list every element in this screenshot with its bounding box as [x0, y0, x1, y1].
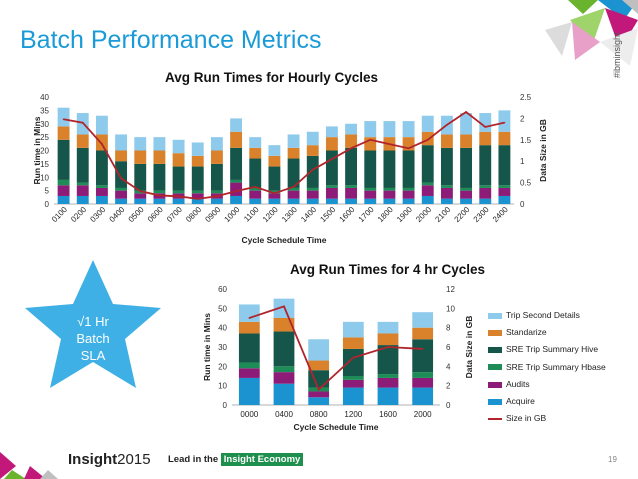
legend-item: Trip Second Details — [488, 310, 606, 327]
chart2-title: Avg Run Times for 4 hr Cycles — [290, 262, 486, 277]
legend-label: SRE Trip Summary Hbase — [506, 361, 606, 372]
legend-label: Standarize — [506, 327, 547, 338]
deco-triangle — [568, 0, 598, 14]
slide-title: Batch Performance Metrics — [20, 26, 322, 54]
legend-label: Trip Second Details — [506, 310, 580, 320]
chart1-title: Avg Run Times for Hourly Cycles — [165, 70, 379, 85]
legend-swatch — [488, 417, 502, 420]
star-icon — [25, 260, 161, 388]
legend-item: SRE Trip Summary Hive — [488, 344, 606, 361]
brand-name: Insight — [68, 451, 118, 468]
brand-year: 2015 — [117, 451, 151, 468]
legend-swatch — [488, 312, 502, 319]
deco-triangle — [4, 470, 26, 479]
legend-item: Size in GB — [488, 413, 606, 430]
page-number: 19 — [608, 455, 617, 464]
star-label: √1 Hr Batch SLA — [62, 313, 124, 364]
star-label-line: SLA — [80, 348, 106, 363]
legend-item: Acquire — [488, 396, 606, 413]
hashtag: #ibminsight — [612, 32, 622, 78]
footer-tagline: Lead in the Insight Economy — [168, 453, 304, 466]
deco-triangle — [545, 22, 572, 56]
deco-triangle — [572, 22, 600, 60]
deco-triangle — [0, 452, 16, 479]
deco-triangle — [570, 8, 605, 46]
deco-triangle — [600, 28, 638, 66]
deco-triangle — [24, 466, 46, 479]
legend-swatch — [488, 398, 502, 405]
legend-item: Standarize — [488, 327, 606, 344]
tagline-text: Lead in the — [168, 454, 219, 465]
footer-brand: Insight2015 — [68, 451, 151, 468]
legend-item: SRE Trip Summary Hbase — [488, 362, 606, 379]
legend-swatch — [488, 381, 502, 388]
tagline-highlight: Insight Economy — [220, 453, 304, 466]
legend-label: Acquire — [506, 395, 535, 406]
legend-swatch — [488, 329, 502, 336]
deco-triangle — [605, 8, 638, 50]
legend-swatch — [488, 364, 502, 371]
star-label-line: Batch — [76, 331, 110, 346]
deco-triangle — [40, 470, 58, 479]
legend-label: Size in GB — [506, 413, 547, 424]
legend-item: Audits — [488, 379, 606, 396]
sla-star-badge — [25, 260, 161, 388]
deco-triangle — [622, 0, 638, 14]
chart2-legend: Trip Second Details Standarize SRE Trip Su… — [488, 310, 606, 430]
legend-label: Audits — [506, 378, 530, 389]
star-label-line: √1 Hr — [77, 314, 109, 329]
legend-swatch — [488, 347, 502, 354]
legend-label: SRE Trip Summary Hive — [506, 344, 599, 355]
